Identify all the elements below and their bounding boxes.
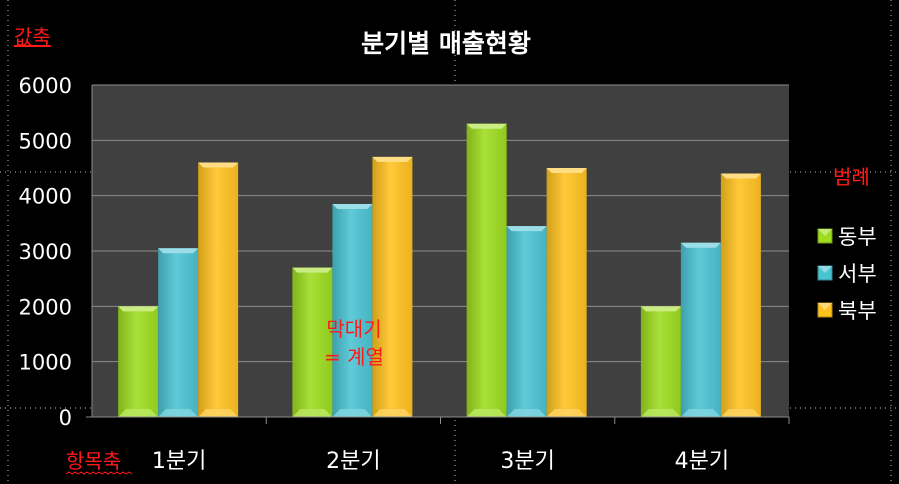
legend-swatch-bevel (818, 266, 832, 273)
bar-bevel-top (680, 242, 721, 248)
legend-swatch-bevel (818, 229, 832, 236)
value-axis-annotation: 값축 (14, 25, 51, 49)
bar-동부-3분기[interactable] (466, 123, 507, 417)
bar-서부-3분기[interactable] (506, 226, 547, 417)
bar-동부-2분기[interactable] (292, 267, 333, 417)
bar-bevel-top (640, 306, 681, 312)
bar-bevel-bottom (546, 409, 587, 417)
x-tick-label: 4분기 (675, 449, 729, 474)
y-tick-label: 0 (59, 406, 72, 430)
bar-bevel-bottom (198, 409, 239, 417)
bar-bevel-bottom (680, 409, 721, 417)
bar-bevel-top (158, 248, 199, 254)
x-tick-label: 2분기 (326, 449, 380, 474)
y-tick-label: 5000 (19, 129, 72, 153)
bar-bevel-bottom (506, 409, 547, 417)
spellcheck-squiggle (65, 471, 133, 475)
x-tick-label: 1분기 (152, 449, 206, 474)
bar-북부-1분기[interactable] (198, 162, 239, 417)
bar-서부-1분기[interactable] (158, 248, 199, 417)
bar-annotation-line2: = 계열 (324, 345, 384, 369)
bar-동부-4분기[interactable] (640, 306, 681, 417)
y-tick-label: 6000 (19, 74, 72, 98)
legend-label: 서부 (838, 262, 877, 286)
bar-bevel-top (292, 267, 333, 273)
legend-swatch-bevel (818, 303, 832, 310)
bar-동부-1분기[interactable] (118, 306, 159, 417)
bar-bevel-bottom (372, 409, 413, 417)
y-tick-labels: 0 1000 2000 3000 4000 5000 6000 (19, 74, 72, 430)
bar-bevel-bottom (158, 409, 199, 417)
bar-북부-4분기[interactable] (720, 173, 761, 417)
bar-북부-3분기[interactable] (546, 168, 587, 417)
bar-bevel-top (506, 226, 547, 232)
bar-bevel-top (466, 123, 507, 129)
bar-bevel-top (546, 168, 587, 173)
bar-서부-4분기[interactable] (680, 242, 721, 417)
y-tick-label: 3000 (19, 240, 72, 264)
y-tick-label: 2000 (19, 295, 72, 319)
bar-bevel-bottom (720, 409, 761, 417)
bar-bevel-top (372, 156, 413, 162)
bar-bevel-bottom (466, 409, 507, 417)
bar-북부-2분기[interactable] (372, 156, 413, 417)
bar-bevel-top (720, 173, 761, 179)
legend-annotation: 범례 (833, 165, 870, 189)
bar-bevel-top (118, 306, 159, 312)
bar-bevel-top (198, 162, 239, 168)
chart-title[interactable]: 분기별 매출현황 (361, 29, 531, 58)
x-tick-label: 3분기 (500, 449, 554, 474)
bar-bevel-top (332, 203, 373, 209)
legend-label: 북부 (838, 299, 877, 323)
x-tick-labels: 1분기 2분기 3분기 4분기 (152, 449, 729, 474)
axes (86, 85, 790, 424)
bars (118, 123, 761, 417)
bar-annotation-line1: 막대기 (326, 317, 381, 341)
bar-bevel-bottom (292, 409, 333, 417)
bar-서부-2분기[interactable] (332, 203, 373, 417)
legend-label: 동부 (838, 225, 877, 249)
y-tick-label: 4000 (19, 185, 72, 209)
bar-bevel-bottom (640, 409, 681, 417)
bar-bevel-bottom (118, 409, 159, 417)
y-tick-label: 1000 (19, 351, 72, 375)
category-axis-annotation: 항목축 (66, 449, 121, 473)
bar-bevel-bottom (332, 409, 373, 417)
